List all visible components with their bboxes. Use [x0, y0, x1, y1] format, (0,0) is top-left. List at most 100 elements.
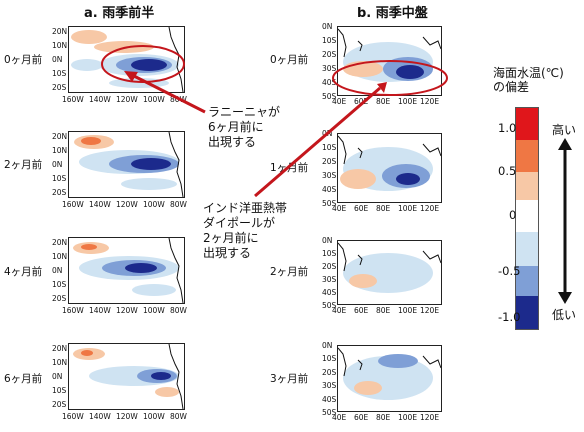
pacific-lat-tick: 10S [52, 174, 67, 183]
iod-arrow [254, 86, 381, 198]
legend-title: 海面水温(℃) の偏差 [493, 66, 564, 94]
indian-lat-tick: 40S [322, 185, 337, 194]
pacific-lon-tick: 120W [116, 200, 138, 209]
pacific-lat-tick: 10S [52, 69, 67, 78]
pacific-lon-tick: 140W [89, 95, 111, 104]
colorbar-segment [515, 140, 539, 172]
legend-low-label: 低い [552, 308, 577, 322]
pacific-lat-tick: 0N [52, 266, 63, 275]
pacific-lon-tick: 80W [170, 200, 187, 209]
indian-lat-tick: 30S [322, 381, 337, 390]
indian-lon-tick: 100E [398, 97, 418, 106]
legend-value-0: 0 [509, 208, 517, 222]
indian-lat-tick: 30S [322, 64, 337, 73]
indian-lon-tick: 120E [420, 413, 440, 422]
pacific-lat-tick: 20N [52, 132, 68, 141]
indian-lon-tick: 80E [376, 413, 391, 422]
indian-lon-tick: 80E [376, 204, 391, 213]
pacific-lat-tick: 10N [52, 146, 68, 155]
pacific-lat-tick: 10S [52, 386, 67, 395]
legend-high-label: 高い [552, 123, 577, 137]
pacific-lat-tick: 20S [52, 400, 67, 409]
row-label-a-3: 6ヶ月前 [4, 373, 43, 385]
indian-lon-tick: 120E [420, 306, 440, 315]
pacific-lon-tick: 140W [89, 200, 111, 209]
indian-lat-tick: 50S [322, 301, 337, 310]
colorbar-segment [515, 266, 539, 296]
pacific-lat-tick: 0N [52, 55, 63, 64]
pacific-lon-tick: 160W [62, 95, 84, 104]
pacific-lat-tick: 10N [52, 252, 68, 261]
pacific-lon-tick: 160W [62, 412, 84, 421]
pacific-lon-tick: 120W [116, 95, 138, 104]
indian-lat-tick: 50S [322, 92, 337, 101]
indian-lat-tick: 20S [322, 157, 337, 166]
la-nina-note: ラニーニャが 6ヶ月前に 出現する [208, 105, 281, 149]
pacific-lon-tick: 100W [143, 95, 165, 104]
colorbar-segment [515, 296, 539, 330]
indian-lon-tick: 100E [398, 413, 418, 422]
pacific-map-3 [68, 343, 185, 410]
iod-highlight [332, 60, 448, 96]
indian-lat-tick: 20S [322, 50, 337, 59]
pacific-lat-tick: 20N [52, 238, 68, 247]
pacific-lon-tick: 80W [170, 306, 187, 315]
indian-lon-tick: 120E [420, 97, 440, 106]
colorbar-segment [515, 232, 539, 266]
indian-lat-tick: 0N [322, 341, 333, 350]
legend-value-neg-1: -1.0 [498, 310, 521, 324]
pacific-lat-tick: 20N [52, 344, 68, 353]
indian-lon-tick: 60E [354, 306, 369, 315]
indian-lat-tick: 0N [322, 22, 333, 31]
pacific-lon-tick: 140W [89, 306, 111, 315]
column-title-b: b. 雨季中盤 [357, 6, 428, 21]
pacific-lat-tick: 0N [52, 160, 63, 169]
pacific-lon-tick: 120W [116, 306, 138, 315]
colorbar-segment [515, 172, 539, 200]
pacific-lon-tick: 100W [143, 412, 165, 421]
pacific-map-1 [68, 131, 185, 198]
pacific-lon-tick: 100W [143, 306, 165, 315]
la-nina-arrow [131, 73, 206, 114]
legend-value-1: 1.0 [498, 121, 517, 135]
pacific-lon-tick: 140W [89, 412, 111, 421]
indian-lon-tick: 100E [398, 204, 418, 213]
pacific-lat-tick: 10S [52, 280, 67, 289]
pacific-lat-tick: 20S [52, 188, 67, 197]
pacific-lon-tick: 80W [170, 412, 187, 421]
indian-lat-tick: 50S [322, 408, 337, 417]
row-label-a-0: 0ヶ月前 [4, 54, 43, 66]
row-label-b-2: 2ヶ月前 [270, 266, 309, 278]
indian-lon-tick: 40E [332, 413, 347, 422]
indian-lon-tick: 60E [354, 204, 369, 213]
indian-lat-tick: 50S [322, 199, 337, 208]
pacific-lon-tick: 120W [116, 412, 138, 421]
indian-lat-tick: 10S [322, 36, 337, 45]
row-label-b-3: 3ヶ月前 [270, 373, 309, 385]
indian-lat-tick: 20S [322, 262, 337, 271]
indian-lat-tick: 0N [322, 236, 333, 245]
indian-map-2 [337, 240, 442, 305]
indian-lon-tick: 120E [420, 204, 440, 213]
colorbar-segment [515, 200, 539, 232]
indian-lon-tick: 60E [354, 413, 369, 422]
indian-lat-tick: 10S [322, 354, 337, 363]
colorbar-segment [515, 107, 539, 140]
pacific-lat-tick: 10N [52, 41, 68, 50]
indian-lat-tick: 10S [322, 143, 337, 152]
indian-lon-tick: 40E [332, 306, 347, 315]
pacific-lat-tick: 20N [52, 27, 68, 36]
pacific-lat-tick: 20S [52, 294, 67, 303]
indian-lat-tick: 20S [322, 368, 337, 377]
iod-note: インド洋亜熱帯 ダイポールが 2ヶ月前に 出現する [203, 201, 288, 260]
indian-lat-tick: 30S [322, 171, 337, 180]
indian-lon-tick: 80E [376, 97, 391, 106]
pacific-lat-tick: 10N [52, 358, 68, 367]
indian-map-1 [337, 133, 442, 203]
high-low-arrow [558, 138, 572, 304]
indian-lat-tick: 40S [322, 288, 337, 297]
indian-lon-tick: 60E [354, 97, 369, 106]
pacific-lon-tick: 160W [62, 306, 84, 315]
indian-lon-tick: 100E [398, 306, 418, 315]
